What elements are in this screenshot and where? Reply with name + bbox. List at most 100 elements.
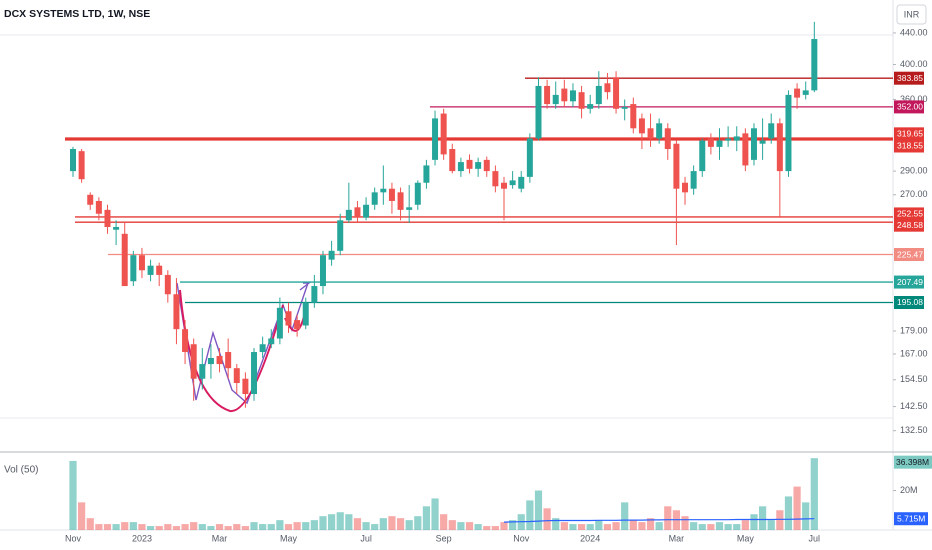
volume-bar: [405, 520, 413, 530]
candle-body: [354, 207, 361, 218]
candle-body: [682, 182, 689, 193]
candle-body: [776, 123, 783, 172]
volume-bar: [586, 524, 594, 530]
level-label-box: [894, 139, 924, 153]
level-label: 352.00: [897, 102, 923, 112]
level-label: 248.58: [897, 220, 923, 230]
candle-body: [423, 165, 430, 183]
volume-ma-line: [503, 518, 815, 523]
volume-bar: [293, 522, 301, 530]
level-label-box: [894, 100, 924, 114]
volume-bar: [646, 518, 655, 530]
volume-bar: [457, 522, 465, 530]
volume-bar: [465, 522, 474, 530]
volume-bar: [474, 524, 482, 530]
candle-body: [302, 302, 309, 326]
candle-body: [561, 88, 568, 102]
volume-bar: [612, 522, 620, 530]
candle-body: [621, 106, 628, 109]
volume-bar: [552, 518, 560, 530]
volume-title: Vol (50): [4, 465, 38, 476]
candle-body: [233, 368, 240, 384]
volume-bar: [491, 526, 499, 530]
y-tick-label: 440.00: [900, 27, 928, 37]
volume-bar: [112, 524, 120, 530]
candle-body: [388, 188, 395, 201]
volume-bar: [724, 524, 732, 530]
volume-bar: [164, 524, 172, 530]
arrow-head: [299, 282, 312, 291]
candle-body: [725, 138, 732, 141]
volume-bar: [69, 460, 77, 530]
volume-bar: [103, 524, 112, 530]
candle-body: [216, 355, 223, 365]
volume-bar: [750, 514, 758, 530]
volume-bar: [95, 524, 103, 530]
volume-bar: [534, 490, 543, 530]
ma-value-label: 5.715M: [897, 513, 925, 523]
x-tick-label: 2024: [580, 533, 600, 543]
candle-body: [113, 226, 120, 230]
volume-bar: [715, 522, 724, 530]
volume-bar: [241, 526, 249, 530]
volume-tick-label: 20M: [900, 485, 918, 495]
candle-body: [251, 352, 258, 395]
candle-body: [259, 344, 266, 353]
chart-title: DCX SYSTEMS LTD, 1W, NSE: [4, 8, 150, 20]
volume-bar: [664, 506, 672, 530]
candle-body: [483, 159, 490, 172]
candle-body: [345, 209, 352, 221]
volume-bar: [302, 522, 310, 530]
volume-bar: [422, 506, 431, 530]
volume-bar: [483, 526, 491, 530]
candle-body: [509, 180, 516, 186]
volume-bar: [310, 520, 318, 530]
volume-bar: [690, 522, 698, 530]
volume-bar: [698, 524, 706, 530]
candle-body: [457, 162, 464, 172]
level-label-box: [894, 218, 924, 232]
level-label: 319.65: [897, 129, 923, 139]
volume-bar: [621, 502, 629, 530]
volume-value-label: 36.398M: [896, 457, 929, 467]
volume-bar: [793, 486, 801, 530]
volume-bar: [233, 524, 241, 530]
volume-bar: [319, 516, 327, 530]
candle-body: [492, 171, 499, 187]
x-tick-label: Jul: [360, 533, 372, 543]
candle-body: [656, 123, 663, 139]
candle-body: [707, 138, 714, 147]
candle-body: [78, 151, 85, 180]
y-tick-label: 132.50: [900, 425, 928, 435]
candle-body: [328, 250, 335, 260]
candle-body: [268, 338, 275, 345]
cup-arc: [179, 289, 284, 413]
level-label-box: [894, 71, 924, 85]
candle-body: [276, 307, 283, 339]
candle-body: [768, 123, 775, 139]
candle-body: [449, 149, 456, 172]
x-tick-label: May: [280, 533, 298, 543]
volume-bar: [448, 520, 456, 530]
volume-bar: [577, 524, 586, 530]
candle-body: [380, 188, 387, 193]
pattern-zigzag: [176, 282, 309, 405]
candle-body: [733, 136, 740, 141]
volume-bar: [603, 524, 612, 530]
volume-bar: [379, 518, 387, 530]
volume-bar: [121, 522, 129, 530]
candle-body: [432, 118, 439, 160]
volume-bar: [190, 522, 198, 530]
volume-bar: [560, 522, 568, 530]
candle-body: [311, 286, 318, 303]
currency[interactable]: INR: [904, 9, 920, 19]
candle-body: [535, 85, 542, 139]
level-label-box: [894, 207, 924, 221]
candle-body: [190, 344, 197, 379]
candle-body: [759, 140, 766, 144]
x-tick-label: Mar: [212, 533, 228, 543]
currency-box[interactable]: [896, 4, 927, 25]
candle-body: [518, 176, 525, 189]
x-tick-label: Nov: [65, 533, 82, 543]
candle-body: [147, 265, 154, 275]
